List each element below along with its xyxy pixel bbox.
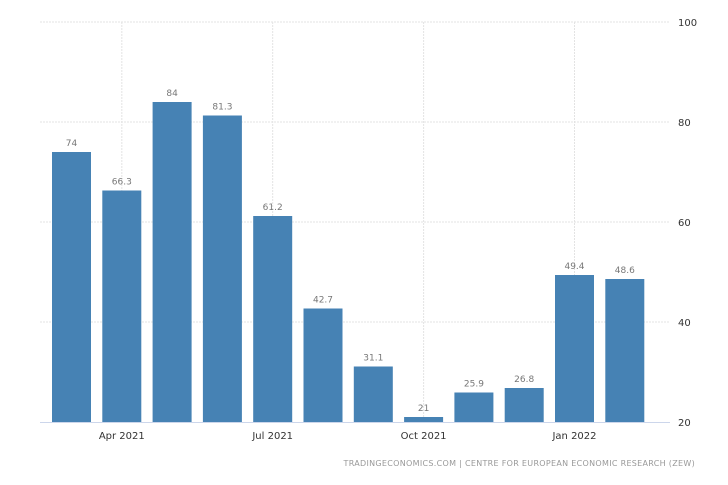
x-tick-label: Oct 2021 (401, 431, 447, 442)
data-label: 66.3 (112, 178, 132, 188)
bar (152, 102, 192, 422)
data-label: 49.4 (564, 262, 584, 272)
x-tick-label: Jul 2021 (251, 431, 293, 442)
bar (303, 308, 343, 422)
bar (52, 152, 91, 422)
bar (454, 392, 494, 422)
y-tick-label: 100 (678, 18, 697, 29)
data-label: 25.9 (464, 380, 484, 390)
data-label: 74 (66, 139, 78, 149)
bar (353, 366, 393, 422)
bar (202, 115, 242, 422)
bar (504, 388, 544, 422)
data-label: 48.6 (615, 266, 635, 276)
x-tick-label: Jan 2022 (551, 431, 596, 442)
source-text: TRADINGECONOMICS.COM | CENTRE FOR EUROPE… (343, 459, 695, 468)
data-label: 84 (166, 89, 178, 99)
bar (102, 190, 142, 422)
y-tick-label: 20 (678, 418, 691, 429)
y-tick-label: 40 (678, 318, 691, 329)
data-label: 31.1 (363, 354, 383, 364)
data-label: 61.2 (263, 203, 283, 213)
x-tick-label: Apr 2021 (99, 431, 145, 442)
y-tick-label: 80 (678, 118, 691, 129)
bar (605, 279, 645, 422)
y-tick-label: 60 (678, 218, 691, 229)
data-label: 26.8 (514, 375, 534, 385)
data-label: 81.3 (212, 103, 232, 113)
bar (253, 216, 293, 422)
bar (404, 417, 444, 422)
bar (555, 275, 594, 422)
data-label: 42.7 (313, 296, 333, 306)
data-label: 21 (418, 404, 429, 414)
